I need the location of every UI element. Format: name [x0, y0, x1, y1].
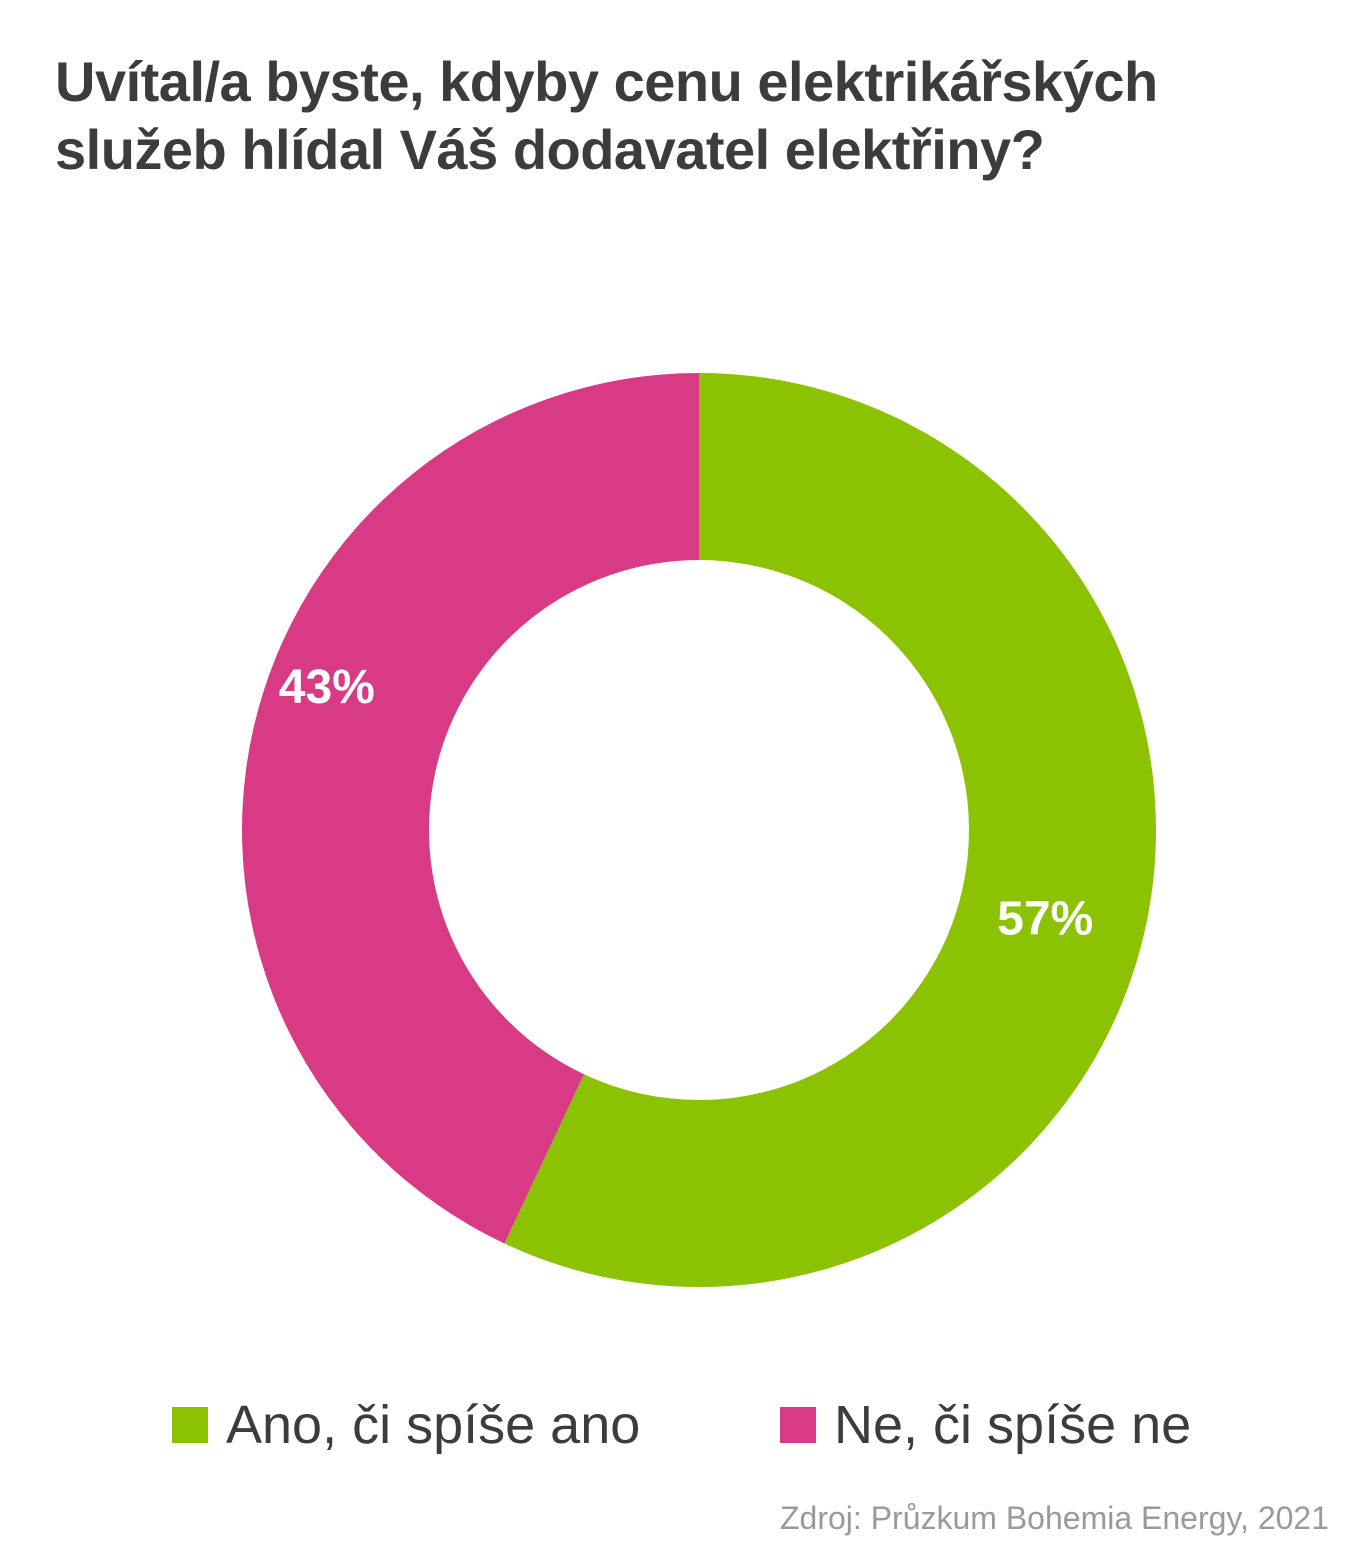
- chart-title: Uvítal/a byste, kdyby cenu elektrikářský…: [55, 48, 1315, 185]
- slice-label-yes: 57%: [997, 892, 1093, 945]
- chart-title-line-2: služeb hlídal Váš dodavatel elektřiny?: [55, 118, 1045, 182]
- chart-title-line-1: Uvítal/a byste, kdyby cenu elektrikářský…: [55, 50, 1158, 113]
- donut-slice-yes: [504, 373, 1157, 1287]
- legend-item-yes: Ano, či spíše ano: [172, 1385, 640, 1465]
- legend-label-yes: Ano, či spíše ano: [226, 1395, 641, 1455]
- legend-label-no: Ne, či spíše ne: [834, 1395, 1192, 1455]
- legend-swatch-no: [780, 1407, 816, 1443]
- slice-label-no: 43%: [279, 661, 375, 714]
- donut-slice-labels: 57% 43%: [279, 661, 1093, 945]
- legend-item-no: Ne, či spíše ne: [780, 1385, 1191, 1465]
- chart-legend: Ano, či spíše ano Ne, či spíše ne: [0, 1385, 1351, 1465]
- donut-chart: 57% 43%: [242, 373, 1157, 1287]
- donut-slices: [242, 373, 1157, 1287]
- source-note: Zdroj: Průzkum Bohemia Energy, 2021: [780, 1500, 1329, 1536]
- legend-swatch-yes: [172, 1407, 208, 1443]
- donut-slice-no: [242, 373, 699, 1244]
